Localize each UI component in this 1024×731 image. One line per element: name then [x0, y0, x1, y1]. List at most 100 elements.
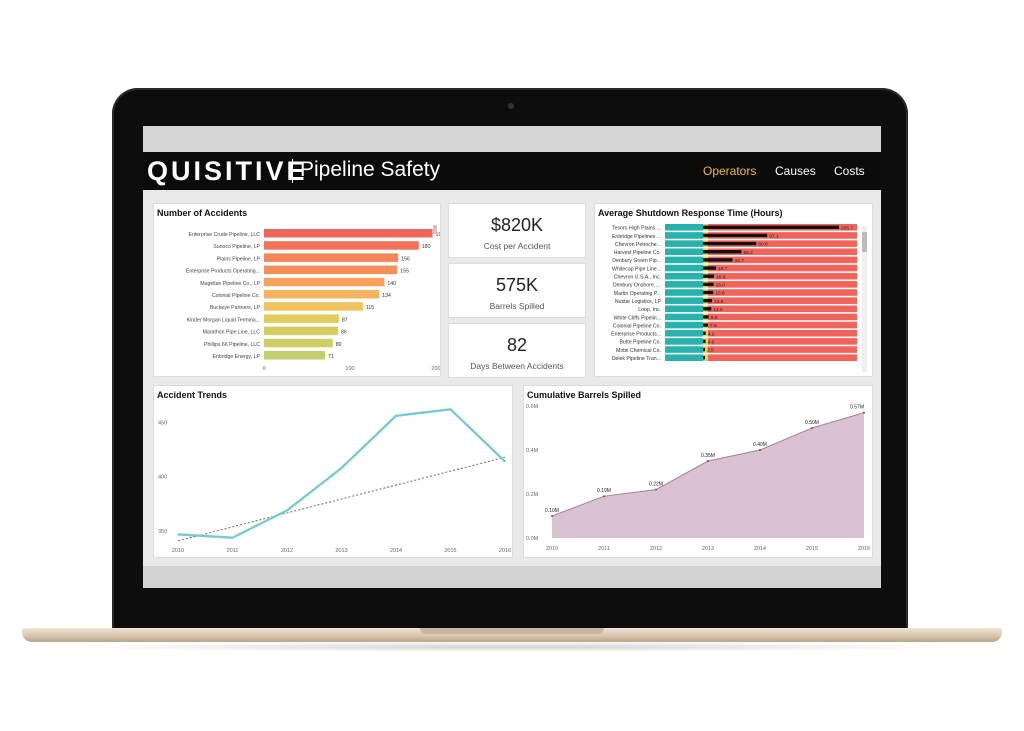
- scrollbar-thumb[interactable]: [862, 232, 867, 252]
- x-tick-label: 2013: [702, 546, 714, 552]
- bar-segment-teal: [665, 346, 703, 353]
- data-label: 156: [401, 256, 410, 262]
- chart-scrollbar[interactable]: [862, 226, 867, 372]
- data-point: [231, 536, 234, 539]
- kpi-value: $820K: [490, 215, 544, 235]
- y-tick-label: 450: [158, 420, 167, 426]
- value-bar: [703, 266, 717, 270]
- data-label: 0.19M: [597, 488, 611, 494]
- tab-costs[interactable]: Costs: [834, 164, 865, 178]
- bar-segment-teal: [665, 289, 703, 296]
- data-point: [655, 488, 657, 491]
- bar: [264, 277, 385, 287]
- data-label: 86: [341, 330, 347, 336]
- category-label: Nustar Logistics, LP: [615, 299, 662, 305]
- category-label: White Cliffs Pipelin...: [614, 315, 661, 321]
- bar-segment-teal: [665, 240, 703, 247]
- bar-segment-teal: [665, 305, 703, 313]
- data-label: 8.6: [711, 315, 718, 321]
- data-label: 115: [366, 305, 374, 311]
- barrels-card: Cumulative Barrels Spilled 0.0M 0.2M 0.4M 0…: [523, 385, 873, 558]
- laptop-shadow: [60, 642, 964, 652]
- logo: QUISITIVE: [147, 156, 308, 186]
- value-bar: [703, 356, 705, 360]
- accidents-card: Number of Accidents Enterprise Crude Pip…: [153, 203, 441, 377]
- kpi-card-barrels: 575K Barrels Spilled: [448, 263, 586, 318]
- data-point: [811, 427, 813, 429]
- scrollbar-thumb: [433, 225, 437, 234]
- tab-operators[interactable]: Operators: [703, 164, 757, 178]
- bar-segment-teal: [665, 329, 703, 337]
- x-tick-label: 2010: [172, 548, 184, 554]
- data-point: [603, 495, 605, 498]
- data-label: 16.0: [716, 282, 726, 288]
- data-label: 7.6: [710, 323, 717, 329]
- y-tick-label: 0.0M: [526, 536, 539, 542]
- value-bar: [703, 241, 757, 246]
- bar-segment-red: [708, 281, 857, 288]
- bar-segment-teal: [665, 313, 703, 321]
- data-label: 180: [422, 244, 431, 250]
- category-label: Harvest Pipeline Co.: [614, 250, 661, 256]
- response-chart-title: Average Shutdown Response Time (Hours): [598, 208, 783, 218]
- trends-line-chart: 350 400 450 2010 2011 2012 2013 2014 2015 2016: [158, 408, 511, 554]
- kpi-value: 575K: [495, 275, 539, 295]
- category-label: Marathon Pipe Line, LLC: [203, 330, 261, 336]
- category-label: Enbridge Energy, LP: [213, 354, 261, 360]
- data-label: 80: [336, 342, 342, 348]
- data-label: 15.6: [715, 291, 725, 297]
- category-label: Loop, Inc.: [638, 307, 661, 313]
- category-label: Kinder Morgan Liquid Termina...: [187, 317, 260, 323]
- data-label: 97.1: [769, 234, 779, 240]
- category-label: Tesoro High Plains ...: [612, 226, 661, 232]
- bar: [264, 265, 398, 275]
- data-label: 134: [382, 293, 391, 299]
- bar-segment-red: [708, 297, 857, 304]
- data-label: 155: [400, 269, 409, 275]
- value-bar: [703, 290, 714, 295]
- category-label: Enbridge Pipelines ...: [612, 234, 661, 240]
- bar-segment-red: [708, 256, 857, 264]
- tab-causes[interactable]: Causes: [775, 164, 816, 178]
- x-tick-label: 2015: [444, 548, 456, 554]
- data-label: 4.2: [708, 331, 715, 337]
- bar-segment-teal: [665, 264, 703, 272]
- kpi-card-cost: $820K Cost per Accident: [448, 203, 586, 258]
- category-label: Martin Operating P...: [614, 291, 661, 297]
- x-tick-label: 200: [431, 366, 440, 372]
- camera: [508, 103, 514, 109]
- bar: [264, 290, 380, 299]
- value-bar: [703, 347, 705, 352]
- x-tick-label: 2012: [281, 548, 293, 554]
- category-label: Denbury Onshore, ...: [613, 283, 661, 289]
- category-label: Enterprise Products...: [611, 332, 661, 338]
- response-time-card: Average Shutdown Response Time (Hours) T…: [594, 203, 873, 377]
- bar-segment-teal: [665, 354, 703, 361]
- data-point: [286, 509, 288, 512]
- bar-segment-red: [708, 248, 857, 256]
- x-tick-label: 2014: [754, 546, 766, 552]
- barrels-chart-title: Cumulative Barrels Spilled: [527, 390, 642, 400]
- data-label: 0.57M: [850, 405, 864, 411]
- bar-segment-red: [708, 289, 857, 296]
- series-line: [177, 408, 506, 539]
- data-label: 0.35M: [701, 453, 715, 459]
- data-label: 205.7: [841, 225, 853, 231]
- data-label: 71: [328, 354, 334, 360]
- bar-segment-teal: [665, 248, 703, 256]
- x-tick-label: 2016: [499, 548, 511, 554]
- data-point: [707, 460, 709, 462]
- y-tick-label: 0.2M: [526, 492, 539, 498]
- category-label: Phillips 66 Pipeline, LLC: [204, 342, 260, 348]
- data-point: [177, 533, 179, 536]
- barrels-area-chart: 0.0M 0.2M 0.4M 0.6M 2010 2011 2012 2013 2014 2015…: [526, 404, 870, 552]
- laptop-notch: [420, 628, 604, 634]
- kpi-label: Days Between Accidents: [470, 361, 564, 371]
- category-label: Colonial Pipeline Co.: [212, 293, 260, 299]
- data-label: 140: [387, 281, 396, 287]
- logo-divider: [292, 159, 293, 183]
- bar: [264, 229, 433, 238]
- bar-segment-teal: [665, 281, 703, 288]
- data-point: [449, 408, 452, 411]
- bar-segment-yellow: [703, 354, 708, 361]
